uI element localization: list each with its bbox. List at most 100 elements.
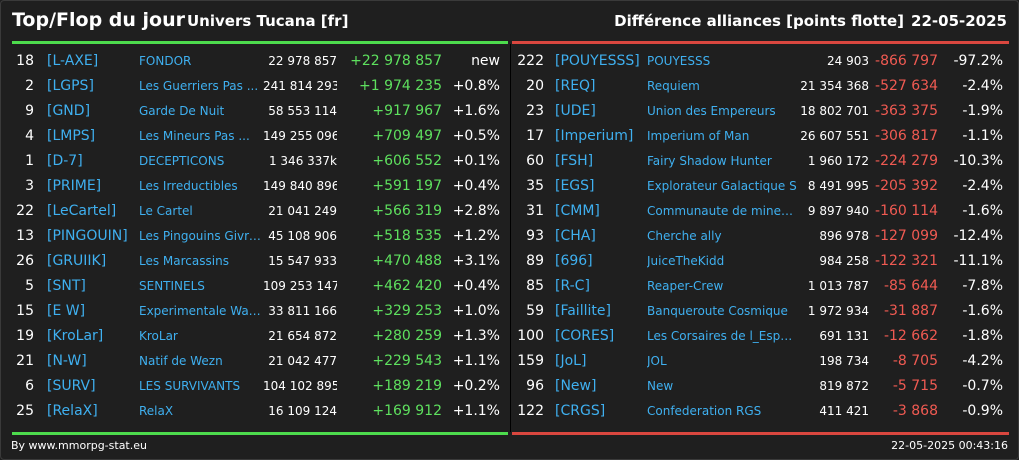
alliance-tag-link[interactable]: [JoL] [555,353,587,369]
difference-cell: -866 797 [875,53,938,69]
top-row: 3 [PRIME] Les Irreductibles 149 840 896 +591… [1,174,510,199]
alliance-name-link[interactable]: KroLar [139,329,178,343]
alliance-tag-link[interactable]: [New] [555,378,597,394]
alliance-name-link[interactable]: Cherche ally [647,229,722,243]
score-cell: 896 978 [819,229,869,243]
alliance-name-link[interactable]: Les Irreductibles [139,179,238,193]
alliance-name-link[interactable]: Les Corsaires de l_Espace [647,329,799,343]
alliance-tag-link[interactable]: [L-AXE] [47,53,99,69]
page-title: Top/Flop du jour [12,9,185,31]
difference-cell: +329 253 [372,303,442,319]
rank-cell: 13 [16,228,34,244]
difference-cell: +591 197 [372,178,442,194]
alliance-name-link[interactable]: Explorateur Galactique S [647,179,797,193]
percent-cell: +1.3% [452,328,500,344]
alliance-name-link[interactable]: DECEPTICONS [139,154,225,168]
alliance-name-link[interactable]: Les Pingouins Givre... [139,229,261,243]
percent-cell: -10.3% [953,153,1003,169]
rank-cell: 96 [526,378,544,394]
alliance-name-link[interactable]: Confederation RGS [647,404,762,418]
alliance-name-link[interactable]: Les Guerriers Pas ... [139,79,259,93]
percent-cell: +0.8% [452,78,500,94]
alliance-name-link[interactable]: JuiceTheKidd [647,254,725,268]
alliance-name-link[interactable]: Les Marcassins [139,254,229,268]
difference-cell: +470 488 [372,253,442,269]
alliance-tag-link[interactable]: [E W] [47,303,86,319]
difference-cell: -127 099 [875,228,938,244]
alliance-tag-link[interactable]: [EGS] [555,178,595,194]
rank-cell: 20 [526,78,544,94]
percent-cell: -12.4% [953,228,1003,244]
alliance-tag-link[interactable]: [SURV] [47,378,96,394]
alliance-tag-link[interactable]: [CMM] [555,203,600,219]
alliance-name-link[interactable]: JOL [647,354,667,368]
alliance-name-link[interactable]: Banqueroute Cosmique [647,304,788,318]
alliance-tag-link[interactable]: [R-C] [555,278,590,294]
alliance-name-link[interactable]: Experimentale Wav... [139,304,261,318]
score-cell: 691 131 [819,329,869,343]
universe-label: Univers Tucana [fr] [187,12,349,30]
alliance-name-link[interactable]: POUYESSS [647,54,711,68]
difference-cell: +280 259 [372,328,442,344]
alliance-tag-link[interactable]: [RelaX] [47,403,98,419]
rank-cell: 1 [25,153,34,169]
percent-cell: -1.6% [962,303,1003,319]
top-row: 22 [LeCartel] Le Cartel 21 041 249 +566 319 +… [1,199,510,224]
alliance-tag-link[interactable]: [LeCartel] [47,203,117,219]
alliance-tag-link[interactable]: [N-W] [47,353,87,369]
alliance-tag-link[interactable]: [CRGS] [555,403,606,419]
alliance-tag-link[interactable]: [D-7] [47,153,83,169]
alliance-tag-link[interactable]: [PINGOUIN] [47,228,128,244]
alliance-tag-link[interactable]: [PRIME] [47,178,102,194]
alliance-tag-link[interactable]: [CORES] [555,328,615,344]
percent-cell: -2.4% [962,78,1003,94]
score-cell: 1 346 337k [268,154,337,168]
alliance-tag-link[interactable]: [Faillite] [555,303,611,319]
alliance-tag-link[interactable]: [696] [555,253,593,269]
percent-cell: -2.4% [962,178,1003,194]
alliance-name-link[interactable]: LES SURVIVANTS [139,379,241,393]
flop-row: 31 [CMM] Communaute de mineurs 9 897 940 -16… [511,199,1019,224]
alliance-name-link[interactable]: RelaX [139,404,174,418]
top-row: 25 [RelaX] RelaX 16 109 124 +169 912 +1.1% [1,399,510,424]
alliance-name-link[interactable]: Imperium of Man [647,129,750,143]
alliance-tag-link[interactable]: [KroLar] [47,328,104,344]
alliance-tag-link[interactable]: [CHA] [555,228,596,244]
alliance-tag-link[interactable]: [GRUIIK] [47,253,107,269]
score-cell: 26 607 551 [800,129,869,143]
percent-cell: -4.2% [962,353,1003,369]
score-cell: 33 811 166 [268,304,337,318]
difference-cell: +229 543 [372,353,442,369]
rank-cell: 21 [16,353,34,369]
alliance-tag-link[interactable]: [LGPS] [47,78,94,94]
alliance-tag-link[interactable]: [Imperium] [555,128,634,144]
top-row: 2 [LGPS] Les Guerriers Pas ... 241 814 293 +… [1,74,510,99]
alliance-name-link[interactable]: Les Mineurs Pas ... [139,129,250,143]
alliance-name-link[interactable]: Natif de Wezn [139,354,223,368]
alliance-name-link[interactable]: Communaute de mineurs [647,204,799,218]
alliance-tag-link[interactable]: [LMPS] [47,128,96,144]
flop-row: 23 [UDE] Union des Empereurs 18 802 701 -363… [511,99,1019,124]
alliance-tag-link[interactable]: [SNT] [47,278,86,294]
alliance-tag-link[interactable]: [REQ] [555,78,596,94]
alliance-name-link[interactable]: SENTINELS [139,279,205,293]
alliance-tag-link[interactable]: [POUYESSS] [555,53,640,69]
alliance-name-link[interactable]: FONDOR [139,54,192,68]
flop-row: 96 [New] New 819 872 -5 715 -0.7% [511,374,1019,399]
score-cell: 16 109 124 [268,404,337,418]
alliance-tag-link[interactable]: [UDE] [555,103,596,119]
alliance-name-link[interactable]: New [647,379,674,393]
score-cell: 984 258 [819,254,869,268]
alliance-name-link[interactable]: Reaper-Crew [647,279,724,293]
alliance-name-link[interactable]: Garde De Nuit [139,104,225,118]
alliance-name-link[interactable]: Union des Empereurs [647,104,776,118]
alliance-tag-link[interactable]: [FSH] [555,153,594,169]
difference-cell: +462 420 [372,278,442,294]
rank-cell: 31 [526,203,544,219]
alliance-name-link[interactable]: Le Cartel [139,204,193,218]
rank-cell: 19 [16,328,34,344]
alliance-name-link[interactable]: Fairy Shadow Hunter [647,154,772,168]
alliance-name-link[interactable]: Requiem [647,79,700,93]
score-cell: 21 654 872 [268,329,337,343]
alliance-tag-link[interactable]: [GND] [47,103,91,119]
